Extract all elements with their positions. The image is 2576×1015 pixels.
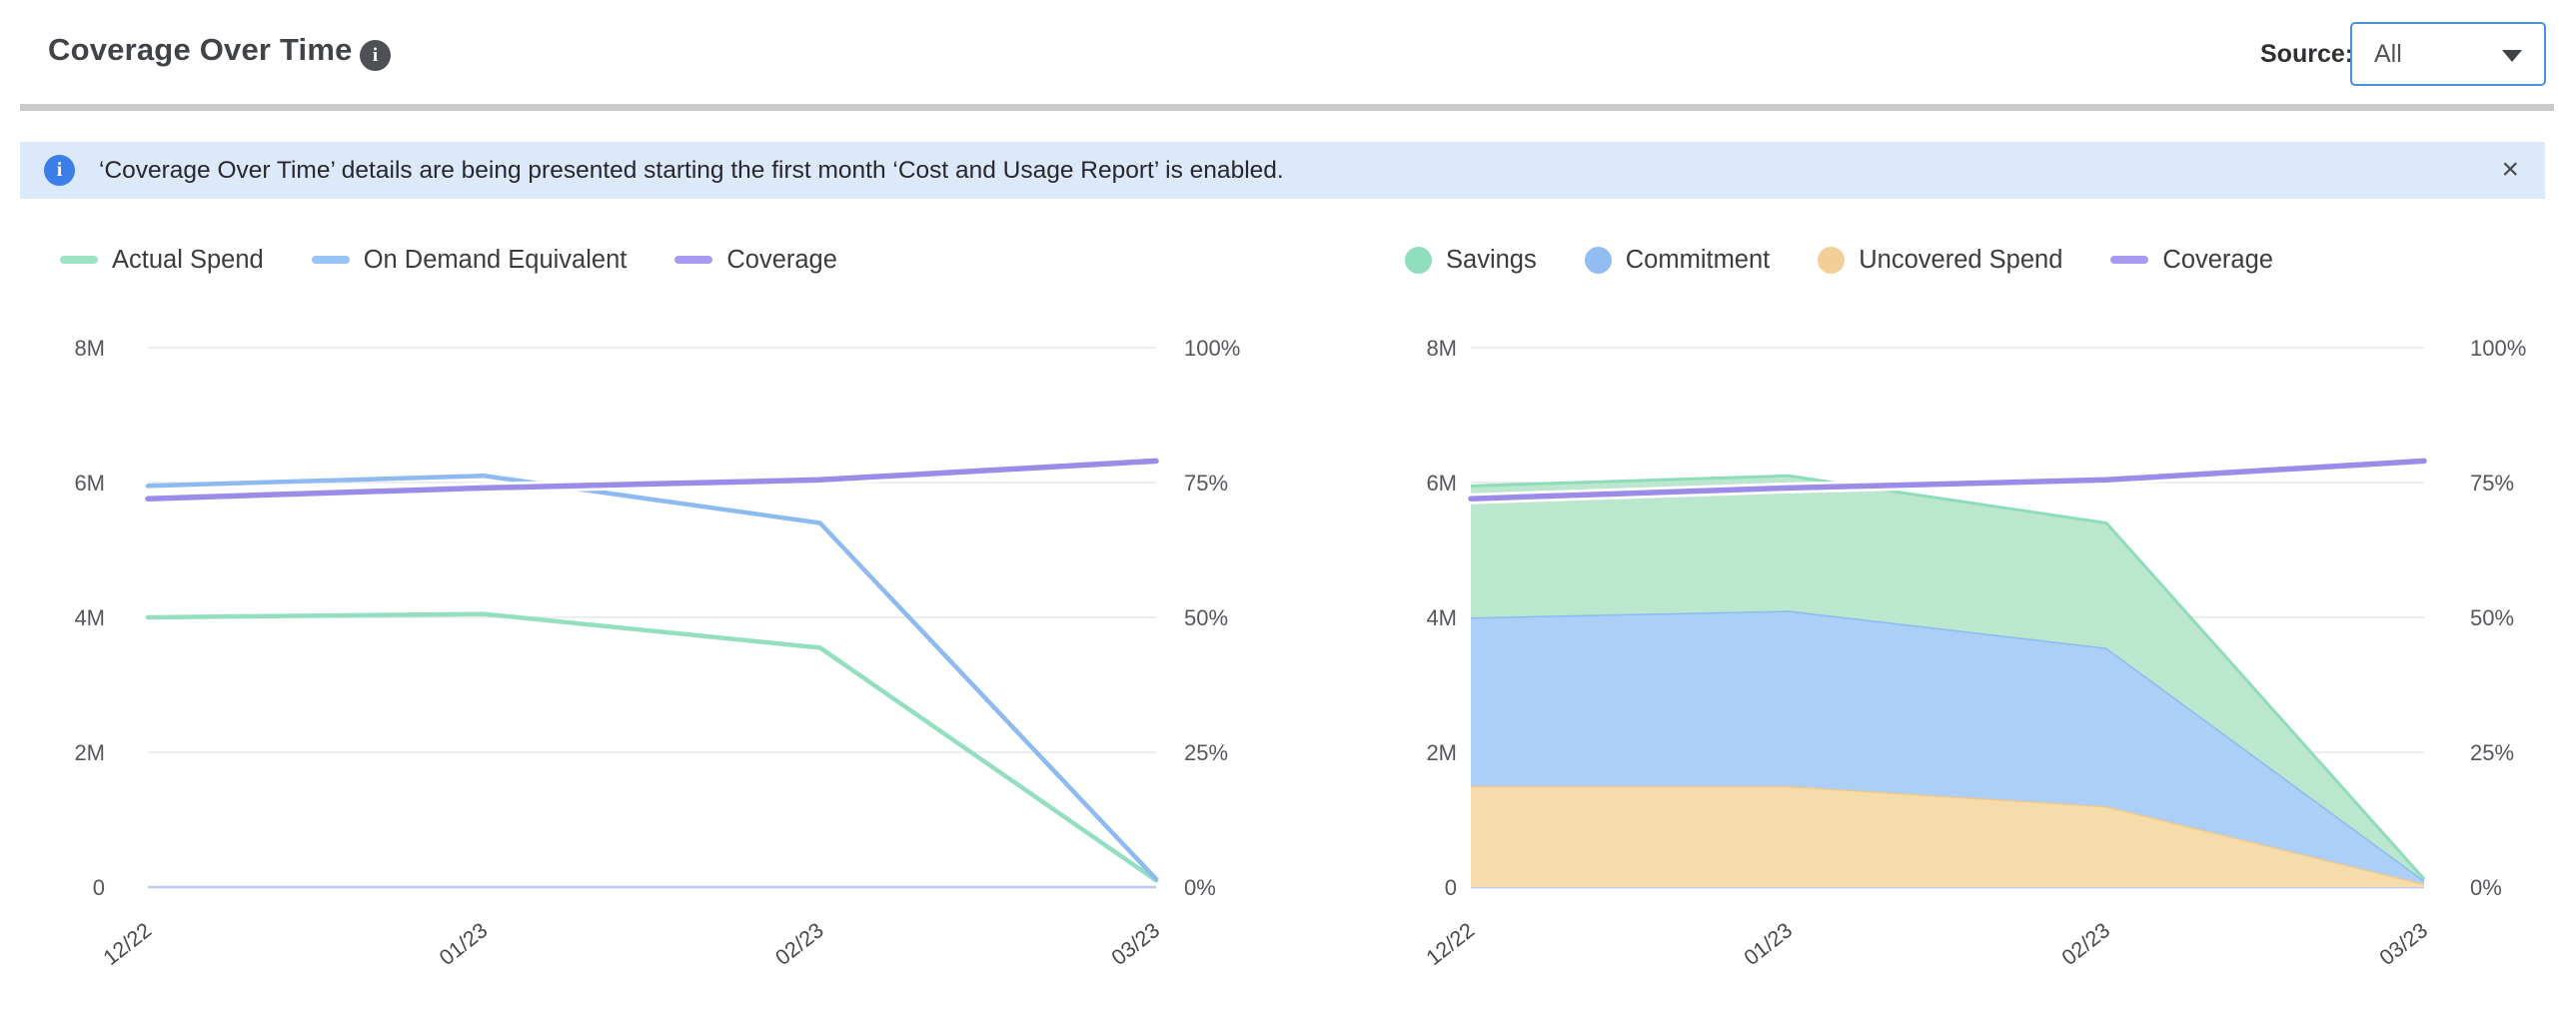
source-label: Source: xyxy=(2260,40,2353,69)
x-axis-tick: 03/23 xyxy=(2375,918,2432,970)
source-dropdown[interactable]: All xyxy=(2350,22,2546,86)
legend-item-uncovered-spend[interactable]: Uncovered Spend xyxy=(1818,246,2062,275)
legend-label: Coverage xyxy=(2162,246,2273,275)
y-axis-tick-left: 4M xyxy=(1426,605,1457,630)
y-axis-tick-right: 0% xyxy=(2470,875,2502,900)
y-axis-tick-right: 100% xyxy=(2470,336,2526,361)
line-on-demand-equivalent xyxy=(148,476,1156,879)
legend-label: On Demand Equivalent xyxy=(364,246,628,275)
page-title: Coverage Over Time xyxy=(48,32,353,68)
area-chart-legend: Savings Commitment Uncovered Spend Coverage xyxy=(1405,244,2273,276)
legend-label: Uncovered Spend xyxy=(1859,246,2062,275)
legend-item-coverage[interactable]: Coverage xyxy=(2110,246,2273,275)
legend-dot-icon xyxy=(1818,247,1845,274)
info-icon[interactable]: i xyxy=(360,40,391,71)
source-dropdown-value: All xyxy=(2374,40,2402,69)
y-axis-tick-left: 0 xyxy=(93,875,105,900)
y-axis-tick-right: 50% xyxy=(2470,605,2514,630)
y-axis-tick-left: 8M xyxy=(1426,336,1457,361)
banner-info-icon: i xyxy=(44,155,75,186)
y-axis-tick-left: 4M xyxy=(74,605,105,630)
y-axis-tick-left: 2M xyxy=(1426,740,1457,765)
x-axis-tick: 12/22 xyxy=(99,918,156,970)
y-axis-tick-right: 25% xyxy=(2470,740,2514,765)
coverage-line-chart[interactable]: 0 0% 2M 25% 4M 50% 6M 75% 8M 100% 12/22 01/23 02/23 0… xyxy=(20,300,1289,1015)
x-axis-tick: 01/23 xyxy=(1740,918,1797,970)
legend-item-on-demand-equivalent[interactable]: On Demand Equivalent xyxy=(312,246,628,275)
legend-item-coverage[interactable]: Coverage xyxy=(674,246,837,275)
legend-line-icon xyxy=(312,256,350,264)
y-axis-tick-left: 6M xyxy=(74,471,105,496)
banner-text: ‘Coverage Over Time’ details are being p… xyxy=(99,157,1284,185)
y-axis-tick-left: 8M xyxy=(74,336,105,361)
legend-dot-icon xyxy=(1585,247,1612,274)
line-actual-spend xyxy=(148,614,1156,881)
x-axis-tick: 01/23 xyxy=(435,918,492,970)
legend-item-commitment[interactable]: Commitment xyxy=(1585,246,1771,275)
close-icon[interactable]: × xyxy=(2501,153,2519,187)
legend-label: Actual Spend xyxy=(112,246,264,275)
y-axis-tick-right: 75% xyxy=(2470,471,2514,496)
y-axis-tick-right: 75% xyxy=(1184,471,1228,496)
x-axis-tick: 02/23 xyxy=(2057,918,2114,970)
y-axis-tick-right: 0% xyxy=(1184,875,1216,900)
y-axis-tick-left: 6M xyxy=(1426,471,1457,496)
info-banner: i ‘Coverage Over Time’ details are being… xyxy=(20,142,2545,199)
y-axis-tick-left: 0 xyxy=(1445,875,1457,900)
legend-line-icon xyxy=(2110,256,2148,264)
y-axis-tick-right: 50% xyxy=(1184,605,1228,630)
legend-item-actual-spend[interactable]: Actual Spend xyxy=(60,246,264,275)
y-axis-tick-right: 100% xyxy=(1184,336,1240,361)
x-axis-tick: 02/23 xyxy=(771,918,828,970)
y-axis-tick-right: 25% xyxy=(1184,740,1228,765)
chevron-down-icon xyxy=(2502,50,2522,62)
legend-item-savings[interactable]: Savings xyxy=(1405,246,1537,275)
x-axis-tick: 03/23 xyxy=(1107,918,1164,970)
legend-label: Commitment xyxy=(1626,246,1771,275)
legend-line-icon xyxy=(674,256,712,264)
legend-label: Coverage xyxy=(726,246,837,275)
header-divider xyxy=(20,104,2554,111)
x-axis-tick: 12/22 xyxy=(1422,918,1479,970)
line-chart-legend: Actual Spend On Demand Equivalent Coverage xyxy=(60,244,837,276)
legend-label: Savings xyxy=(1446,246,1537,275)
legend-line-icon xyxy=(60,256,98,264)
legend-dot-icon xyxy=(1405,247,1432,274)
coverage-area-chart[interactable]: 0 0% 2M 25% 4M 50% 6M 75% 8M 100% 12/22 01/23 02/23 0… xyxy=(1389,300,2576,1015)
y-axis-tick-left: 2M xyxy=(74,740,105,765)
